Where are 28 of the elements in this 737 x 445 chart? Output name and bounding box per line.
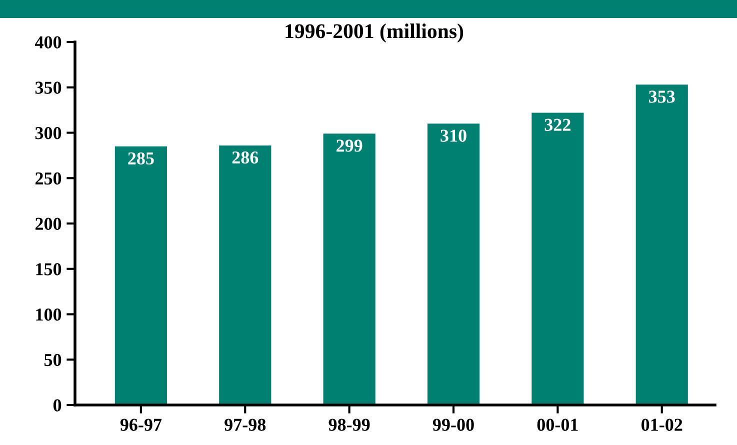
data-label: 310 xyxy=(440,130,466,142)
bar xyxy=(427,124,480,405)
x-tick-label: 99-00 xyxy=(432,418,474,431)
x-tick-label: 00-01 xyxy=(537,418,578,431)
x-tick-label: 01-02 xyxy=(641,418,682,431)
bar xyxy=(323,134,376,405)
chart-title: 1996-2001 (millions) xyxy=(286,24,464,42)
x-tick-label: 98-99 xyxy=(328,418,370,431)
bar xyxy=(636,84,688,405)
y-tick-label: 200 xyxy=(35,218,62,230)
y-tick-label: 50 xyxy=(44,354,62,366)
y-tick-label: 350 xyxy=(35,82,62,94)
y-tick-label: 250 xyxy=(35,172,62,185)
y-tick-label: 100 xyxy=(36,308,62,321)
x-tick-label: 97-98 xyxy=(224,418,266,431)
data-label: 285 xyxy=(128,152,154,165)
x-tick-label: 96-97 xyxy=(120,418,162,431)
bar xyxy=(114,146,167,405)
y-tick-label: 300 xyxy=(35,127,62,140)
data-label: 322 xyxy=(544,118,570,131)
data-label: 286 xyxy=(232,151,258,164)
data-label: 353 xyxy=(649,90,675,103)
y-tick-label: 0 xyxy=(53,399,62,412)
bar xyxy=(219,145,272,405)
y-tick-label: 400 xyxy=(34,36,62,48)
y-tick-label: 150 xyxy=(36,263,62,276)
data-label: 299 xyxy=(336,140,362,152)
bar xyxy=(532,112,584,405)
